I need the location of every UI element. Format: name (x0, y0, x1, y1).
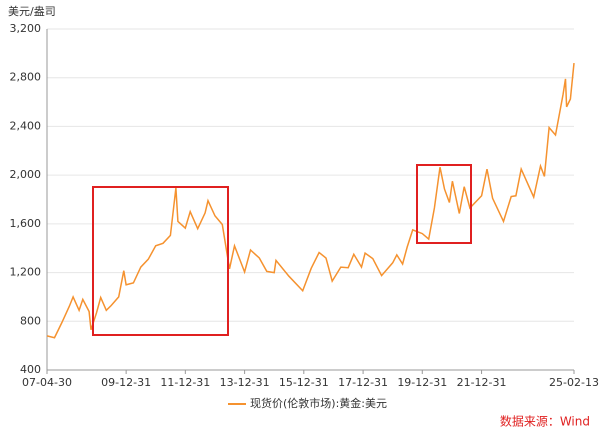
y-tick-label: 2,800 (10, 71, 42, 84)
line (46, 63, 575, 339)
x-tick-label: 13-12-31 (220, 376, 270, 389)
source: 数据来源：Wind (500, 414, 590, 429)
highlight-box (416, 164, 472, 244)
x-tick-label: 15-12-31 (279, 376, 329, 389)
x-tick-label: 09-12-31 (101, 376, 151, 389)
x-tick-label: 19-12-31 (397, 376, 447, 389)
x-tick-label: 17-12-31 (338, 376, 388, 389)
y-tick-label: 3,200 (10, 22, 42, 35)
y-tick-label: 2,400 (10, 119, 42, 132)
x-tick-label: 07-04-30 (22, 376, 72, 389)
x-tick-label: 21-12-31 (457, 376, 507, 389)
y-tick-label: 2,000 (10, 168, 42, 181)
y-tick-label: 1,200 (10, 266, 42, 279)
legend-label: 现货价(伦敦市场):黄金:美元 (250, 396, 387, 410)
highlight-box (92, 186, 229, 336)
x-tick-label: 11-12-31 (160, 376, 210, 389)
y-tick-label: 400 (20, 363, 41, 376)
y-tick-label: 800 (20, 314, 41, 327)
y-tick-label: 1,600 (10, 217, 42, 230)
y-axis-label: 美元/盎司 (8, 4, 56, 18)
x-tick-label: 25-02-13 (549, 376, 599, 389)
